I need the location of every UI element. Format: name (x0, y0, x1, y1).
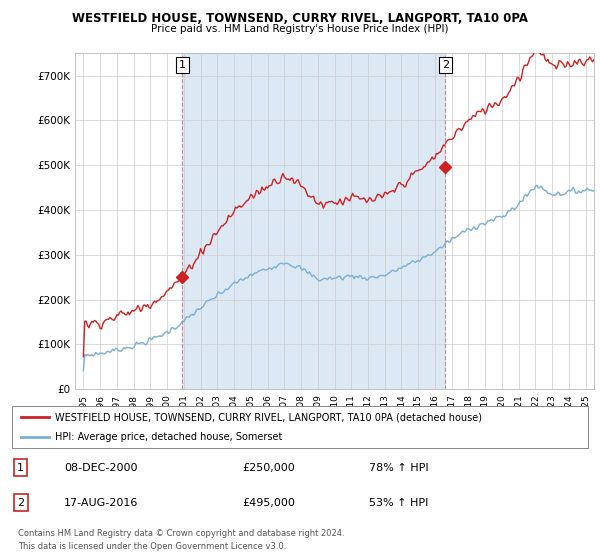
Text: This data is licensed under the Open Government Licence v3.0.: This data is licensed under the Open Gov… (18, 542, 286, 550)
Text: 1: 1 (17, 463, 24, 473)
Text: Contains HM Land Registry data © Crown copyright and database right 2024.: Contains HM Land Registry data © Crown c… (18, 529, 344, 538)
Text: 78% ↑ HPI: 78% ↑ HPI (369, 463, 429, 473)
Text: 2: 2 (17, 498, 24, 507)
FancyBboxPatch shape (12, 406, 588, 448)
Text: 08-DEC-2000: 08-DEC-2000 (64, 463, 137, 473)
Text: £250,000: £250,000 (242, 463, 295, 473)
Text: WESTFIELD HOUSE, TOWNSEND, CURRY RIVEL, LANGPORT, TA10 0PA: WESTFIELD HOUSE, TOWNSEND, CURRY RIVEL, … (72, 12, 528, 25)
Text: HPI: Average price, detached house, Somerset: HPI: Average price, detached house, Some… (55, 432, 283, 442)
Text: 2: 2 (442, 60, 449, 70)
Text: 17-AUG-2016: 17-AUG-2016 (64, 498, 138, 507)
Text: 53% ↑ HPI: 53% ↑ HPI (369, 498, 428, 507)
Text: 1: 1 (179, 60, 186, 70)
Bar (182, 53, 445, 389)
Text: WESTFIELD HOUSE, TOWNSEND, CURRY RIVEL, LANGPORT, TA10 0PA (detached house): WESTFIELD HOUSE, TOWNSEND, CURRY RIVEL, … (55, 412, 482, 422)
Text: £495,000: £495,000 (242, 498, 295, 507)
Text: Price paid vs. HM Land Registry's House Price Index (HPI): Price paid vs. HM Land Registry's House … (151, 24, 449, 34)
